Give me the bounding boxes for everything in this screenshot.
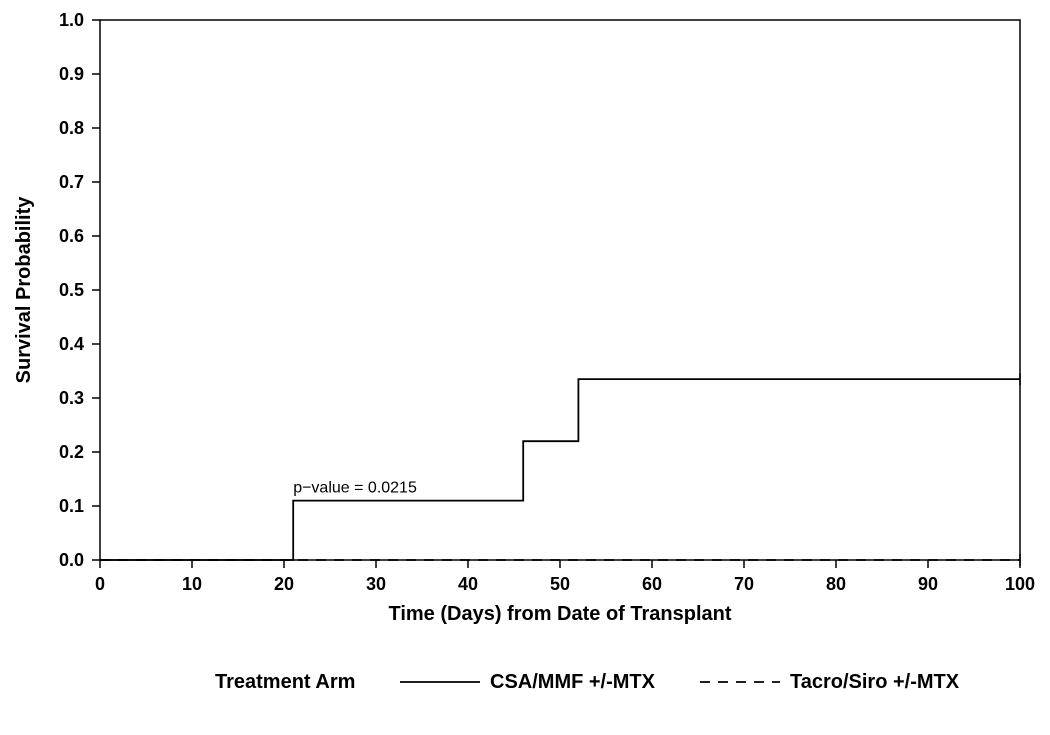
y-tick-label: 0.8 — [59, 118, 84, 138]
x-tick-label: 40 — [458, 574, 478, 594]
x-tick-label: 10 — [182, 574, 202, 594]
x-axis-label: Time (Days) from Date of Transplant — [388, 603, 731, 625]
x-tick-label: 50 — [550, 574, 570, 594]
y-tick-label: 0.3 — [59, 388, 84, 408]
p-value-annotation: p−value = 0.0215 — [293, 480, 417, 497]
y-tick-label: 0.9 — [59, 64, 84, 84]
x-tick-label: 70 — [734, 574, 754, 594]
legend-label: Tacro/Siro +/-MTX — [790, 671, 960, 693]
legend-label: CSA/MMF +/-MTX — [490, 671, 656, 693]
x-tick-label: 90 — [918, 574, 938, 594]
y-tick-label: 0.7 — [59, 172, 84, 192]
y-tick-label: 0.5 — [59, 280, 84, 300]
chart-svg: 0 10 20 30 40 50 60 70 80 90 100 0.0 0.1 0.2 0.3 0.4 0.5… — [0, 0, 1050, 735]
x-tick-label: 100 — [1005, 574, 1035, 594]
y-tick-label: 0.4 — [59, 334, 84, 354]
y-tick-label: 0.2 — [59, 442, 84, 462]
x-tick-label: 80 — [826, 574, 846, 594]
y-tick-label: 0.6 — [59, 226, 84, 246]
x-tick-label: 20 — [274, 574, 294, 594]
y-axis-label: Survival Probability — [13, 196, 35, 384]
x-tick-label: 30 — [366, 574, 386, 594]
y-tick-label: 1.0 — [59, 10, 84, 30]
x-tick-label: 60 — [642, 574, 662, 594]
y-tick-label: 0.0 — [59, 550, 84, 570]
legend-title: Treatment Arm — [215, 671, 355, 693]
survival-chart: 0 10 20 30 40 50 60 70 80 90 100 0.0 0.1 0.2 0.3 0.4 0.5… — [0, 0, 1050, 735]
y-tick-label: 0.1 — [59, 496, 84, 516]
x-tick-label: 0 — [95, 574, 105, 594]
